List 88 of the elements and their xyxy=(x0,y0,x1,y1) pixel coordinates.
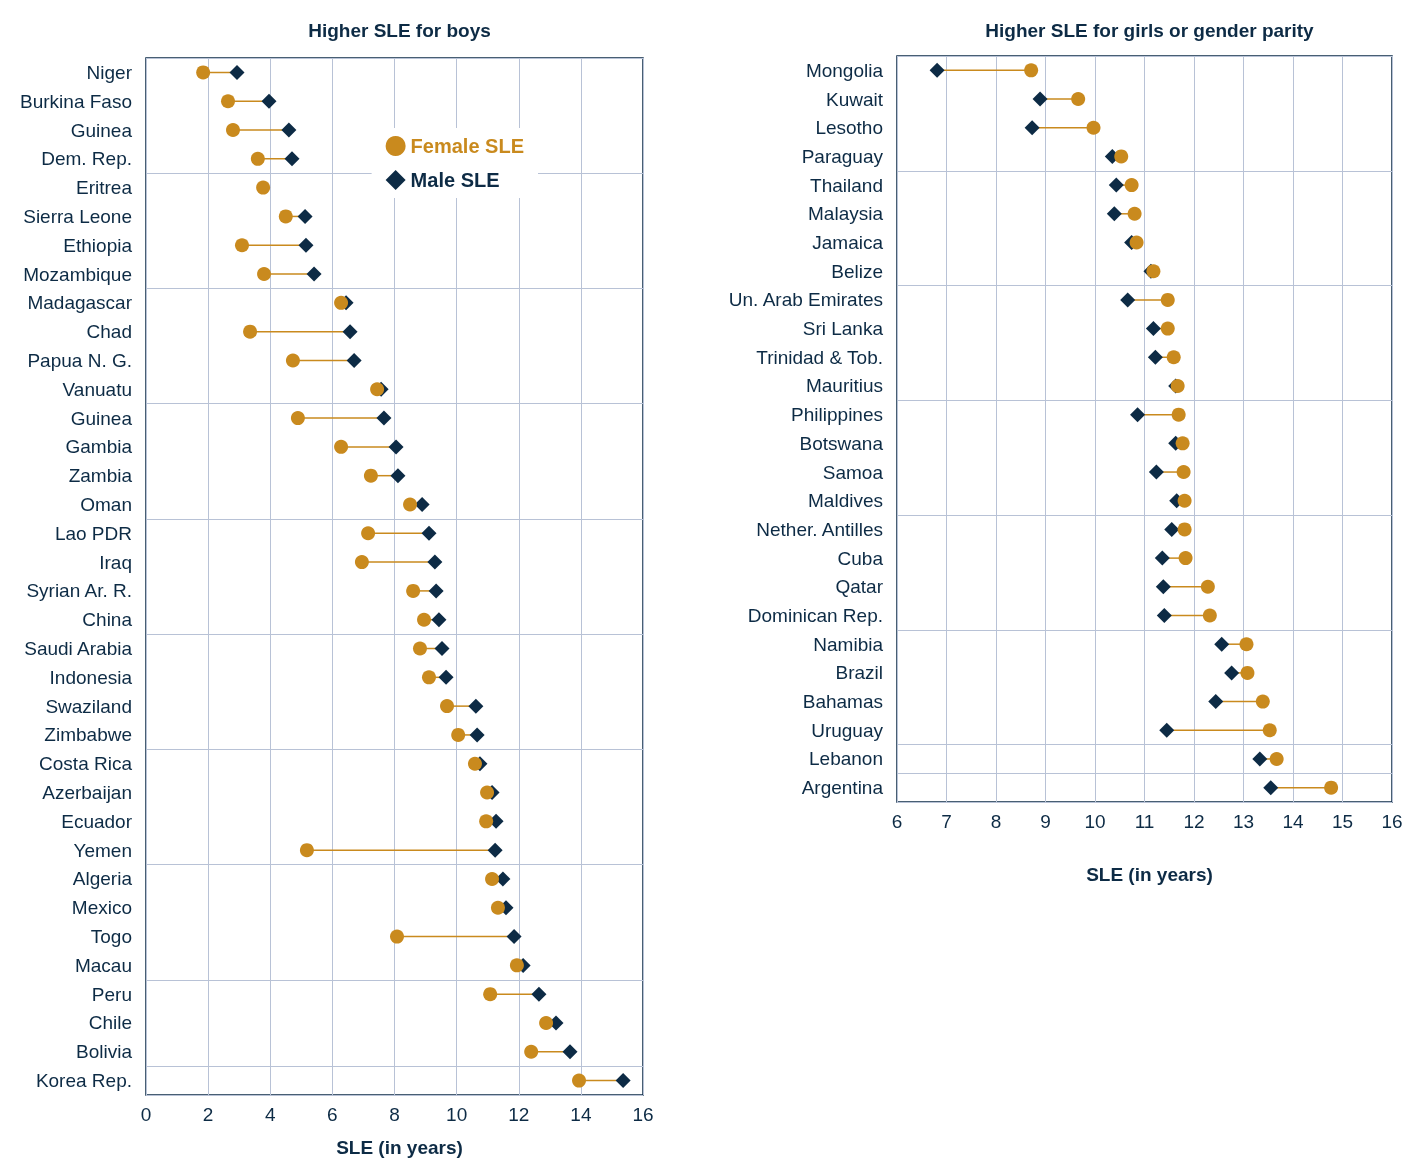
y-tick-label: Botswana xyxy=(799,432,884,454)
y-tick-label: Namibia xyxy=(813,633,884,655)
y-tick-label: Zambia xyxy=(68,465,133,487)
y-tick-label: Papua N. G. xyxy=(27,349,132,371)
y-tick-label: Cuba xyxy=(837,547,884,569)
y-tick-label: Paraguay xyxy=(801,145,884,167)
x-tick-label: 7 xyxy=(941,811,952,832)
y-tick-label: Oman xyxy=(80,493,132,515)
y-tick-label: Thailand xyxy=(810,174,883,196)
x-tick-label: 2 xyxy=(202,1104,214,1125)
y-tick-label: Iraq xyxy=(99,551,132,573)
x-tick-label: 12 xyxy=(1183,811,1205,832)
x-tick-label: 9 xyxy=(1040,811,1051,832)
legend-label: Female SLE xyxy=(410,135,525,157)
y-tick-label: Macau xyxy=(74,954,132,976)
chart-title: Higher SLE for boys xyxy=(308,20,491,41)
y-tick-label: Belize xyxy=(831,260,883,282)
x-tick-label: 8 xyxy=(990,811,1002,832)
x-tick-label: 11 xyxy=(1134,811,1155,832)
x-axis-title: SLE (in years) xyxy=(336,1137,463,1158)
y-tick-label: Mongolia xyxy=(805,59,884,81)
x-tick-label: 4 xyxy=(264,1104,276,1125)
y-tick-label: Costa Rica xyxy=(39,753,133,775)
y-tick-label: Chile xyxy=(88,1012,132,1034)
y-tick-label: Peru xyxy=(91,983,132,1005)
y-tick-label: Mauritius xyxy=(805,375,883,397)
y-tick-label: Dominican Rep. xyxy=(747,605,883,626)
y-tick-label: Eritrea xyxy=(76,177,133,199)
y-tick-label: Yemen xyxy=(73,839,132,861)
y-tick-label: Bolivia xyxy=(76,1041,133,1063)
y-tick-label: Jamaica xyxy=(812,232,884,253)
y-tick-label: Brazil xyxy=(835,662,883,684)
y-tick-label: Gambia xyxy=(65,436,133,458)
y-tick-label: Niger xyxy=(86,61,133,83)
y-tick-label: Qatar xyxy=(835,576,884,598)
y-tick-label: Lao PDR xyxy=(54,522,132,544)
y-tick-label: Syrian Ar. R. xyxy=(26,580,132,602)
x-tick-label: 0 xyxy=(140,1104,152,1125)
x-tick-label: 14 xyxy=(1282,811,1304,832)
y-tick-label: Ethiopia xyxy=(63,234,133,256)
y-tick-label: Swaziland xyxy=(45,695,132,717)
y-tick-label: Saudi Arabia xyxy=(24,638,133,660)
x-tick-label: 10 xyxy=(446,1104,468,1125)
y-tick-label: Un. Arab Emirates xyxy=(728,289,883,311)
legend-label: Male SLE xyxy=(410,169,500,191)
y-tick-label: Sierra Leone xyxy=(23,205,132,227)
x-axis-title: SLE (in years) xyxy=(1086,864,1213,885)
x-tick-label: 12 xyxy=(508,1104,530,1125)
x-tick-label: 16 xyxy=(1381,811,1403,832)
y-tick-label: Dem. Rep. xyxy=(41,148,132,170)
y-tick-label: China xyxy=(82,609,133,631)
y-tick-label: Malaysia xyxy=(808,203,884,225)
x-tick-label: 8 xyxy=(389,1104,400,1125)
y-tick-label: Guinea xyxy=(70,407,133,429)
x-tick-label: 14 xyxy=(570,1104,592,1125)
x-tick-label: 6 xyxy=(327,1104,338,1125)
y-tick-label: Guinea xyxy=(70,119,133,141)
y-tick-label: Uruguay xyxy=(811,719,884,741)
y-tick-label: Madagascar xyxy=(27,292,133,314)
y-tick-label: Argentina xyxy=(801,777,884,799)
y-tick-label: Samoa xyxy=(822,461,884,483)
x-tick-label: 16 xyxy=(632,1104,654,1125)
chart-title: Higher SLE for girls or gender parity xyxy=(985,20,1315,41)
y-tick-label: Azerbaijan xyxy=(42,782,132,804)
y-tick-label: Algeria xyxy=(72,868,133,890)
y-tick-label: Lesotho xyxy=(815,117,883,139)
y-tick-label: Sri Lanka xyxy=(802,318,884,340)
y-tick-label: Vanuatu xyxy=(62,378,132,400)
y-tick-label: Togo xyxy=(90,926,132,948)
y-tick-label: Mexico xyxy=(71,897,132,919)
x-tick-label: 15 xyxy=(1331,811,1354,832)
y-tick-label: Lebanon xyxy=(809,748,883,770)
x-tick-label: 10 xyxy=(1084,811,1106,832)
x-tick-label: 6 xyxy=(891,811,903,832)
y-tick-label: Chad xyxy=(86,321,132,343)
y-tick-label: Korea Rep. xyxy=(35,1070,132,1092)
y-tick-label: Trinidad & Tob. xyxy=(756,346,883,368)
y-tick-label: Bahamas xyxy=(802,691,883,713)
y-tick-label: Zimbabwe xyxy=(44,724,132,746)
y-tick-label: Ecuador xyxy=(61,810,133,832)
y-tick-label: Philippines xyxy=(791,404,883,426)
y-tick-label: Mozambique xyxy=(23,263,132,285)
y-tick-label: Nether. Antilles xyxy=(756,518,883,540)
y-tick-label: Indonesia xyxy=(49,666,133,688)
y-tick-label: Burkina Faso xyxy=(20,90,132,112)
y-tick-label: Kuwait xyxy=(825,88,884,110)
y-tick-label: Maldives xyxy=(808,490,883,512)
x-tick-label: 13 xyxy=(1232,811,1255,832)
